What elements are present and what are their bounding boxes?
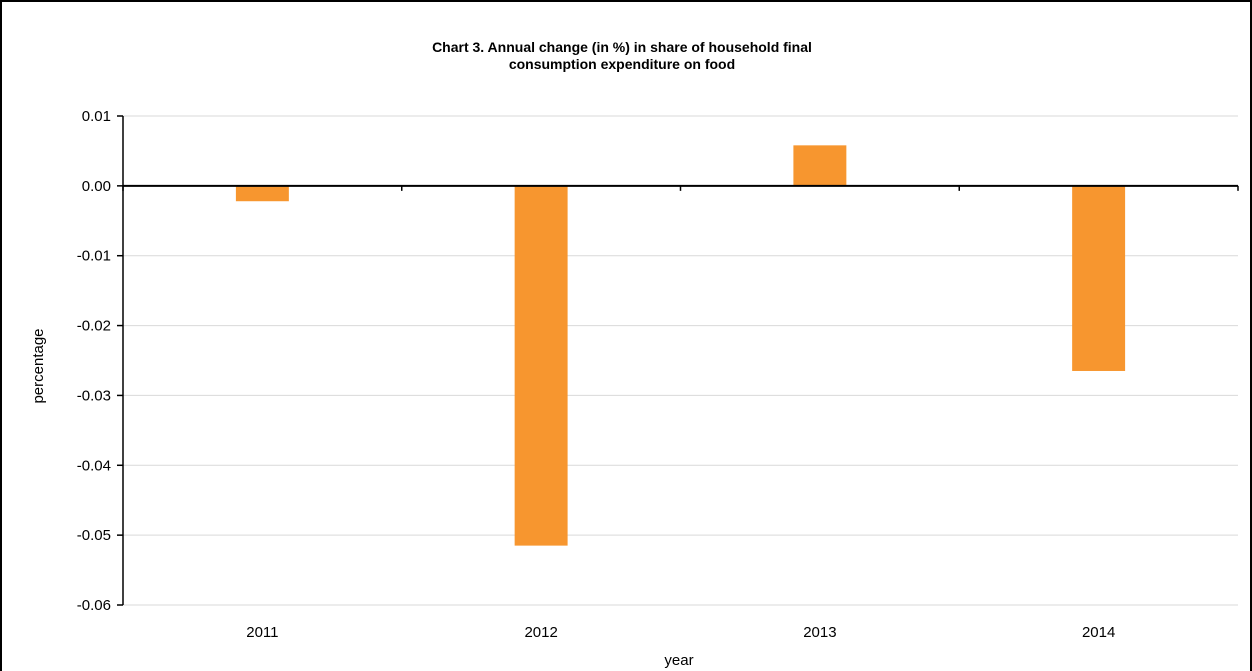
x-tick-label: 2013: [803, 624, 836, 641]
y-tick-label: -0.05: [77, 527, 111, 544]
y-tick-label: -0.04: [77, 457, 111, 474]
bar-2011: [235, 185, 289, 202]
bars: [235, 145, 1126, 546]
chart-title-line-2: consumption expenditure on food: [509, 56, 735, 72]
chart-title-line-1: Chart 3. Annual change (in %) in share o…: [432, 39, 812, 55]
x-tick-label: 2011: [246, 624, 278, 641]
y-tick-label: -0.02: [77, 318, 111, 335]
bar-2014: [1072, 185, 1126, 371]
x-tick-labels: 2011 2012 2013 2014: [122, 185, 1239, 641]
y-axis-title: percentage: [30, 328, 47, 403]
y-tick-label: 0.01: [82, 108, 111, 125]
y-tick-label: -0.06: [77, 597, 111, 614]
bar-2012: [514, 185, 568, 546]
y-tick-label: -0.01: [77, 248, 111, 265]
y-tick-label: -0.03: [77, 387, 111, 404]
y-tick-label: 0.00: [82, 178, 111, 195]
x-tick-label: 2014: [1082, 624, 1115, 641]
y-tick-labels: 0.01 0.00 -0.01 -0.02 -0.03 -0.04 -0.05 -0.06: [77, 108, 123, 614]
bar-2013: [793, 145, 847, 186]
x-tick-label: 2012: [524, 624, 557, 641]
x-axis-title: year: [664, 652, 693, 669]
